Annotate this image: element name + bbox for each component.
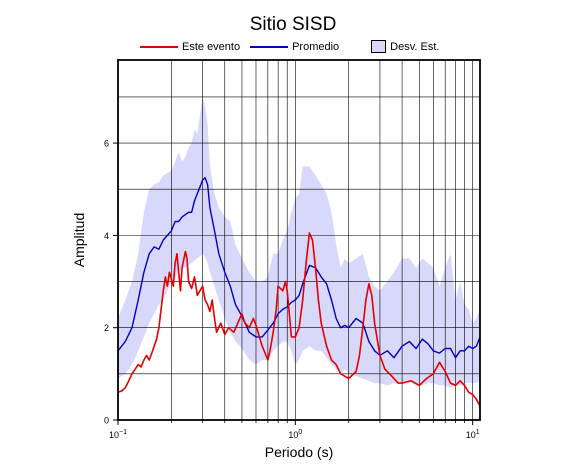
- legend-item-std: Desv. Est.: [371, 40, 439, 53]
- y-tick-label-3: 6: [104, 139, 109, 149]
- y-axis-label: Amplitud: [71, 212, 87, 268]
- legend-swatch-mean: [250, 45, 289, 48]
- legend-label-event: Este evento: [182, 40, 241, 53]
- plot-frame: [117, 59, 481, 421]
- series-line-promedio: [117, 177, 481, 359]
- legend-item-mean: Promedio: [250, 41, 339, 53]
- legend-label-std: Desv. Est.: [390, 40, 440, 53]
- legend-item-event: Este evento: [140, 41, 240, 53]
- x-tick-label-0: 10−1: [109, 429, 127, 440]
- y-tick-label-0: 0: [104, 416, 109, 426]
- y-tick-label-2: 4: [104, 231, 109, 241]
- x-axis-label: Periodo (s): [264, 444, 334, 460]
- legend-swatch-std: [371, 40, 387, 53]
- y-tick-label-1: 2: [104, 323, 109, 333]
- legend-label-mean: Promedio: [292, 40, 340, 53]
- std-band: [118, 96, 480, 388]
- chart-title: Sitio SISD: [249, 14, 337, 35]
- legend-swatch-event: [140, 45, 178, 48]
- legend: Este evento Promedio Desv. Est.: [140, 40, 439, 53]
- x-tick-label-2: 101: [466, 429, 480, 440]
- x-tick-label-1: 100: [288, 429, 302, 440]
- series-line-este-evento: [117, 232, 481, 407]
